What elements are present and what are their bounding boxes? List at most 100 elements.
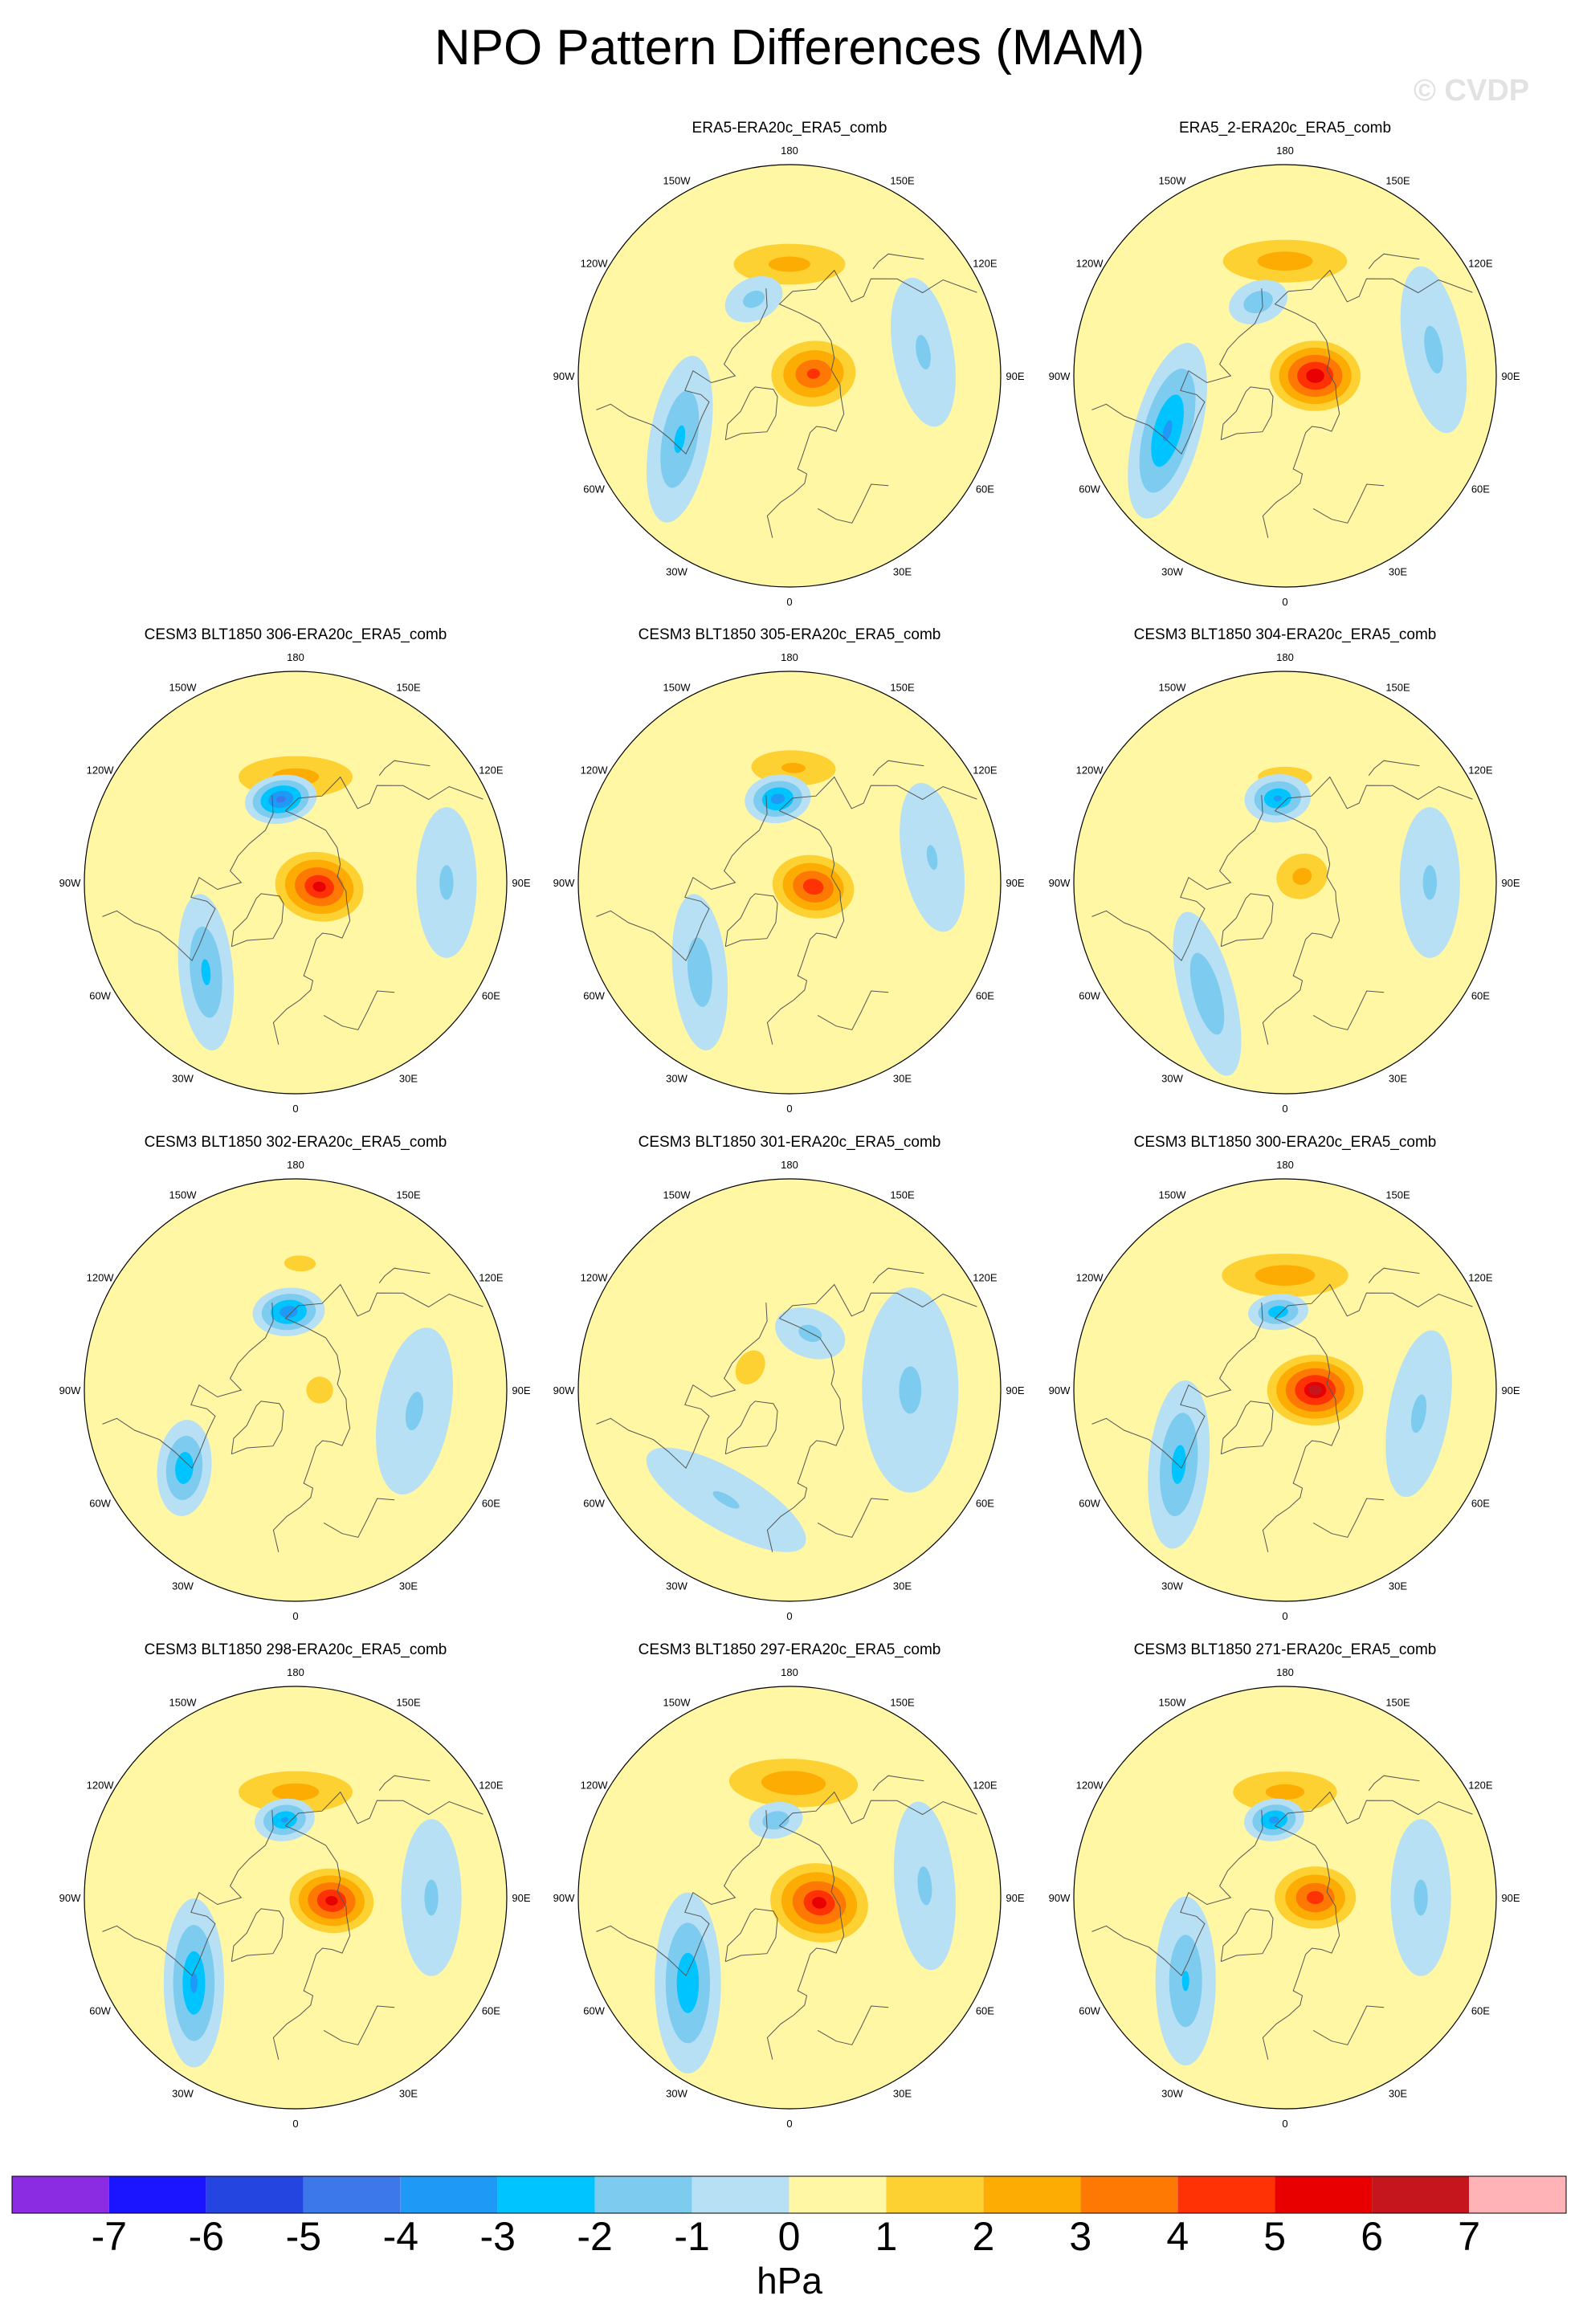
coastline bbox=[778, 269, 977, 414]
panel-title: CESM3 BLT1850 298-ERA20c_ERA5_comb bbox=[144, 1641, 447, 1658]
longitude-label: 30W bbox=[1161, 1072, 1183, 1084]
longitude-label: 90W bbox=[59, 1384, 81, 1396]
negative-anomaly bbox=[712, 1490, 740, 1509]
longitude-label: 120E bbox=[973, 1272, 998, 1284]
positive-anomaly bbox=[1306, 1890, 1324, 1905]
longitude-label: 180 bbox=[1276, 1666, 1294, 1678]
longitude-label: 120W bbox=[581, 1780, 609, 1792]
map-field bbox=[1074, 1179, 1496, 1601]
map-panel: 180 150E 120E 90E 60E 30E 0 30W 60W 90W 120W 150W bbox=[59, 1666, 531, 2130]
colorbar-tick-label: -1 bbox=[674, 2214, 710, 2259]
coastline bbox=[231, 1401, 284, 1455]
map-panel: 180 150E 120E 90E 60E 30E 0 30W 60W 90W 120W 150W bbox=[553, 1666, 1025, 2130]
negative-anomaly bbox=[279, 1306, 298, 1319]
colorbar-box bbox=[1469, 2176, 1566, 2213]
longitude-label: 120E bbox=[1468, 258, 1493, 270]
longitude-label: 90E bbox=[1006, 877, 1024, 889]
colorbar-box bbox=[108, 2176, 206, 2213]
longitude-label: 30W bbox=[666, 2087, 687, 2099]
coastline bbox=[284, 776, 483, 921]
longitude-label: 150E bbox=[1385, 175, 1410, 187]
longitude-label: 150E bbox=[1385, 1189, 1410, 1201]
coastline bbox=[596, 1303, 768, 1470]
longitude-label: 150W bbox=[663, 175, 692, 187]
longitude-label: 150W bbox=[663, 682, 692, 694]
longitude-label: 30E bbox=[1389, 565, 1407, 577]
negative-anomaly bbox=[676, 1952, 700, 2013]
colorbar-box bbox=[594, 2176, 692, 2213]
longitude-label: 180 bbox=[781, 145, 798, 157]
longitude-label: 0 bbox=[786, 1103, 792, 1115]
longitude-label: 30W bbox=[666, 1580, 687, 1592]
positive-anomaly bbox=[284, 1255, 316, 1272]
coastline bbox=[272, 920, 351, 1045]
negative-anomaly bbox=[1243, 291, 1273, 314]
longitude-label: 90E bbox=[1006, 1892, 1024, 1904]
longitude-label: 0 bbox=[292, 2118, 298, 2130]
longitude-label: 60W bbox=[89, 2005, 111, 2017]
longitude-label: 150E bbox=[890, 1697, 915, 1709]
coastline bbox=[323, 990, 395, 1030]
longitude-label: 0 bbox=[786, 596, 792, 608]
longitude-label: 60E bbox=[482, 1498, 500, 1510]
longitude-label: 0 bbox=[292, 1610, 298, 1622]
longitude-label: 150W bbox=[1159, 682, 1187, 694]
map-border bbox=[1073, 1686, 1497, 2110]
longitude-label: 180 bbox=[781, 1666, 798, 1678]
map-panel: 180 150E 120E 90E 60E 30E 0 30W 60W 90W 120W 150W bbox=[59, 651, 531, 1115]
longitude-label: 120W bbox=[1076, 1272, 1104, 1284]
positive-anomaly bbox=[806, 369, 820, 379]
longitude-label: 120W bbox=[87, 764, 115, 777]
coastline bbox=[766, 1428, 845, 1552]
longitude-label: 30W bbox=[666, 565, 687, 577]
map-border bbox=[84, 1686, 508, 2110]
panel-title: CESM3 BLT1850 305-ERA20c_ERA5_comb bbox=[638, 626, 941, 643]
longitude-label: 30W bbox=[172, 2087, 194, 2099]
longitude-label: 60W bbox=[583, 1498, 605, 1510]
map-border bbox=[84, 671, 508, 1095]
longitude-label: 60W bbox=[1079, 990, 1100, 1002]
longitude-label: 120E bbox=[479, 764, 504, 777]
colorbar-box bbox=[206, 2176, 304, 2213]
colorbar-box bbox=[400, 2176, 498, 2213]
coastline bbox=[1274, 1791, 1473, 1936]
longitude-label: 120E bbox=[973, 764, 998, 777]
coastline bbox=[378, 1775, 430, 1792]
longitude-label: 120E bbox=[973, 258, 998, 270]
longitude-label: 30W bbox=[172, 1580, 194, 1592]
map-border bbox=[84, 1178, 508, 1602]
map-panel: 180 150E 120E 90E 60E 30E 0 30W 60W 90W 120W 150W bbox=[1049, 1666, 1520, 2130]
coastline bbox=[1262, 1428, 1340, 1552]
negative-anomaly bbox=[201, 959, 211, 985]
colorbar-box bbox=[1177, 2176, 1275, 2213]
map-field bbox=[1074, 671, 1496, 1094]
colorbar-box bbox=[886, 2176, 984, 2213]
longitude-label: 180 bbox=[287, 1159, 304, 1171]
longitude-label: 90E bbox=[512, 1892, 530, 1904]
coastline bbox=[272, 1428, 351, 1552]
longitude-label: 60W bbox=[583, 483, 605, 495]
negative-anomaly bbox=[798, 1324, 822, 1343]
longitude-label: 120W bbox=[87, 1780, 115, 1792]
negative-anomaly bbox=[439, 865, 454, 900]
negative-anomaly bbox=[687, 937, 712, 1007]
longitude-label: 30E bbox=[893, 1580, 912, 1592]
negative-anomaly bbox=[280, 1817, 288, 1823]
longitude-label: 0 bbox=[786, 1610, 792, 1622]
map-field bbox=[84, 1686, 507, 2109]
panel-title: CESM3 BLT1850 271-ERA20c_ERA5_comb bbox=[1133, 1641, 1437, 1658]
colorbar-tick-label: -2 bbox=[577, 2214, 613, 2259]
map-panel: 180 150E 120E 90E 60E 30E 0 30W 60W 90W 120W 150W bbox=[1049, 1159, 1520, 1622]
map-panel: 180 150E 120E 90E 60E 30E 0 30W 60W 90W 120W 150W bbox=[59, 1159, 531, 1622]
positive-anomaly bbox=[735, 1350, 765, 1385]
colorbar-tick-label: 0 bbox=[777, 2214, 801, 2259]
longitude-label: 150W bbox=[1159, 175, 1187, 187]
longitude-label: 150E bbox=[396, 1189, 421, 1201]
map-border bbox=[1073, 1178, 1497, 1602]
colorbar-tick-label: -5 bbox=[285, 2214, 322, 2259]
longitude-label: 90W bbox=[1049, 877, 1071, 889]
coastline bbox=[284, 1791, 483, 1936]
coastline bbox=[872, 1775, 924, 1792]
longitude-label: 180 bbox=[287, 1666, 304, 1678]
longitude-label: 60W bbox=[583, 990, 605, 1002]
